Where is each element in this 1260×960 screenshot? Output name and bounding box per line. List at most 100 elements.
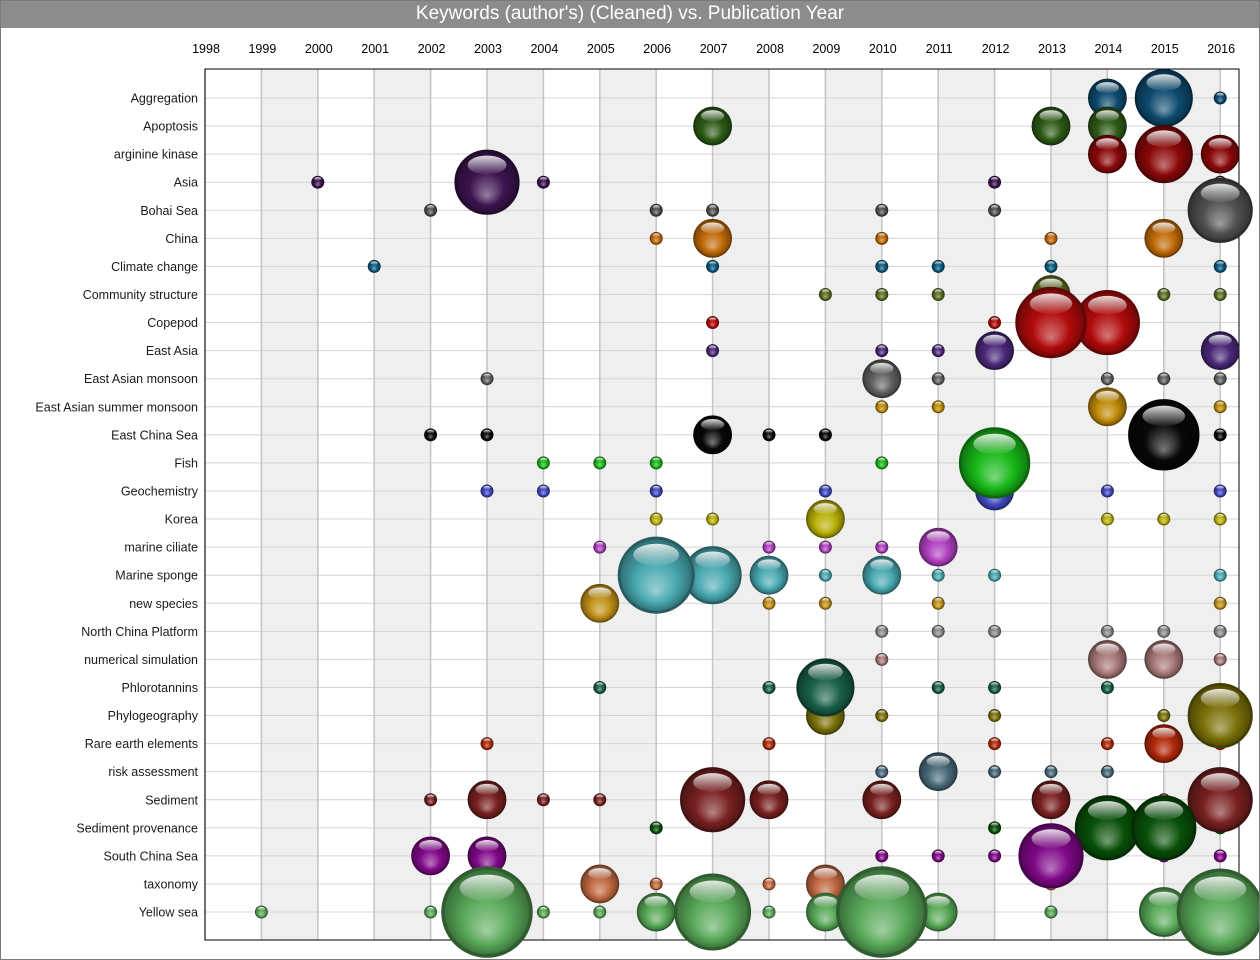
bubble: Copepod 2013: 6 [1015, 286, 1087, 359]
bubble-highlight [596, 682, 604, 686]
x-tick-label: 2005 [587, 42, 615, 56]
bubble-highlight [1160, 513, 1168, 518]
bubble: risk assessment 2013: 1 [1044, 765, 1058, 779]
bubble-highlight [459, 874, 515, 902]
bubble: China 2013: 1 [1044, 231, 1058, 245]
bubble-highlight [1216, 92, 1224, 97]
bubble: marine ciliate 2009: 1 [818, 540, 832, 554]
x-tick-label: 2011 [926, 42, 953, 56]
bubble-highlight [765, 906, 773, 911]
bubble: Yellow sea 2002: 1 [424, 905, 438, 919]
bubble-highlight [990, 710, 999, 715]
bubble-highlight [983, 334, 1007, 346]
bubble: North China Platform 2010: 1 [875, 624, 889, 638]
bubble: East China Sea 2002: 1 [424, 428, 438, 442]
bubble-highlight [1047, 766, 1055, 771]
bubble: Fish 2005: 1 [593, 456, 607, 470]
bubble-highlight [467, 155, 507, 175]
bubble-highlight [1200, 773, 1240, 792]
y-tick-label: Korea [165, 513, 198, 527]
y-tick-label: Geochemistry [121, 484, 199, 498]
bubble-highlight [475, 783, 499, 796]
bubbles: Aggregation 2016: 1 Asia 2000: 1 Asia 2004… [254, 68, 1260, 958]
bubble: Sediment 2004: 1 [536, 793, 550, 807]
bubble: South China Sea 2012: 1 [988, 849, 1002, 863]
bubble-highlight [596, 542, 604, 546]
bubble: Marine sponge 2008: 2 [749, 555, 789, 595]
bubble: Marine sponge 2011: 1 [931, 568, 945, 582]
bubble-highlight [990, 570, 999, 574]
bubble: Korea 2006: 1 [649, 512, 663, 526]
bubble: Phylogeography 2016: 5 [1187, 682, 1253, 749]
bubble: East Asia 2012: 2 [975, 331, 1015, 371]
bubble-highlight [1152, 727, 1176, 739]
bubble-highlight [878, 401, 886, 406]
y-tick-label: Yellow sea [139, 906, 198, 920]
bubble: China 2015: 2 [1144, 218, 1184, 258]
bubble: new species 2005: 2 [580, 583, 620, 623]
bubble: East Asia 2010: 1 [875, 344, 889, 358]
y-tick-label: risk assessment [108, 765, 198, 779]
bubble: Aggregation 2016: 1 [1213, 91, 1227, 105]
bubble: Sediment provenance 2014: 5 [1074, 795, 1140, 861]
y-tick-label: Sediment [145, 793, 198, 807]
bubble-highlight [990, 738, 999, 743]
y-tick-label: Aggregation [131, 92, 198, 106]
bubble-highlight [1216, 626, 1224, 630]
bubble-highlight [757, 783, 781, 796]
y-tick-label: Phylogeography [108, 709, 199, 723]
bubble-highlight [926, 755, 950, 768]
x-tick-labels: 1998 1999 2000 2001 2002 2003 2004 2005 2006 2007… [192, 42, 1235, 56]
bubble: Community structure 2011: 1 [931, 287, 945, 301]
bubble: Yellow sea 2008: 1 [762, 905, 776, 919]
bubble-highlight [1095, 138, 1119, 150]
bubble-highlight [475, 840, 499, 852]
x-tick-label: 2006 [643, 42, 671, 56]
bubble-highlight [1047, 261, 1055, 265]
y-tick-label: Fish [174, 456, 198, 470]
bubble: Sediment 2013: 2 [1031, 780, 1071, 820]
y-tick-label: East China Sea [111, 428, 198, 442]
bubble-highlight [808, 663, 843, 681]
bubble: new species 2008: 1 [762, 596, 776, 610]
bubble: numerical simulation 2016: 1 [1213, 652, 1227, 666]
bubble-highlight [652, 513, 660, 518]
y-tick-label: Climate change [111, 260, 198, 274]
bubble: North China Platform 2012: 1 [988, 624, 1002, 638]
x-tick-label: 2008 [756, 42, 784, 56]
bubble-highlight [1039, 783, 1063, 796]
bubble-highlight [934, 598, 942, 602]
y-tick-label: Apoptosis [143, 120, 198, 134]
bubble-highlight [539, 457, 548, 462]
bubble-highlight [934, 261, 942, 265]
bubble-highlight [990, 850, 999, 855]
bubble: Sediment 2008: 2 [749, 780, 789, 820]
bubble: Korea 2009: 2 [805, 499, 845, 539]
bubble-highlight [990, 205, 999, 209]
bubble: East Asian summer monsoon 2014: 2 [1087, 387, 1127, 427]
bubble-highlight [257, 906, 266, 911]
bubble-highlight [821, 598, 830, 602]
bubble: East Asian summer monsoon 2010: 1 [875, 400, 889, 414]
x-tick-label: 1999 [248, 42, 276, 56]
bubble: Phylogeography 2012: 1 [988, 709, 1002, 723]
bubble: East Asia 2011: 1 [931, 344, 945, 358]
bubble-highlight [1103, 766, 1112, 771]
bubble: numerical simulation 2015: 2 [1144, 639, 1184, 679]
bubble-highlight [990, 822, 999, 827]
bubble-highlight [1216, 513, 1224, 518]
bubble: Sediment 2003: 2 [467, 780, 507, 820]
bubble: Rare earth elements 2012: 1 [988, 737, 1002, 751]
bubble-highlight [934, 373, 942, 378]
bubble-highlight [1216, 654, 1224, 658]
bubble-highlight [990, 317, 999, 322]
chart-title: Keywords (author's) (Cleaned) vs. Public… [0, 0, 1260, 28]
bubble-highlight [1216, 289, 1224, 293]
bubble-highlight [708, 205, 717, 209]
bubble-highlight [652, 485, 660, 490]
bubble-highlight [854, 874, 910, 902]
bubble: South China Sea 2002: 2 [411, 836, 451, 876]
y-tick-label: taxonomy [144, 877, 199, 891]
bubble: Korea 2015: 1 [1157, 512, 1171, 526]
bubble: risk assessment 2011: 2 [918, 752, 958, 792]
